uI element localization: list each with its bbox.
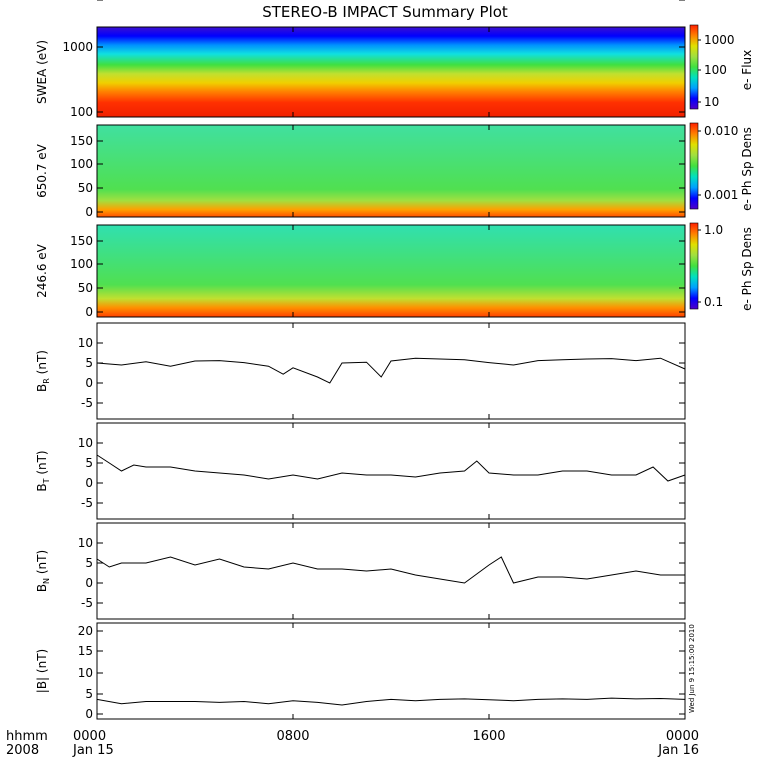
panel-frame — [96, 322, 686, 420]
y-axis-label: BT (nT) — [35, 450, 51, 491]
y-tick-label: -10 — [73, 0, 93, 3]
colorbar-label: e- Ph Sp Dens — [740, 127, 754, 211]
panel-2: 0.010 0.001 e- Ph Sp Dens 150 100 50 0 650.7 eV — [35, 122, 754, 219]
panel-frame — [96, 622, 686, 720]
y-tick-label: -5 — [81, 396, 93, 410]
y-tick-label: -10 — [73, 0, 93, 3]
spectrogram — [97, 27, 685, 117]
colorbar-tick-label: 0.001 — [704, 188, 738, 202]
y-axis-label: |B| (nT) — [35, 649, 49, 693]
y-tick-label: 20 — [78, 624, 93, 638]
y-tick-label: 150 — [70, 134, 93, 148]
y-tick-label: 0 — [85, 376, 93, 390]
y-tick-label: 0 — [85, 305, 93, 319]
panel-7: 20 15 10 5 0 |B| (nT) — [35, 622, 686, 721]
panel-frame — [96, 26, 686, 118]
y-tick-label: 0 — [85, 205, 93, 219]
colorbar — [689, 24, 699, 110]
y-tick-label: 5 — [85, 556, 93, 570]
y-axis-label: BN (nT) — [35, 550, 51, 592]
spectrogram — [97, 125, 685, 217]
footer-hhmm: hhmm — [6, 729, 48, 744]
y-tick-label: -10 — [73, 0, 93, 3]
colorbar-tick-label: 100 — [704, 63, 727, 77]
colorbar-label: e- Flux — [740, 50, 754, 90]
series-line — [96, 556, 685, 584]
y-tick-label: 0 — [85, 576, 93, 590]
y-tick-label: 0 — [85, 476, 93, 490]
footer-date-end: Jan 16 — [657, 743, 699, 758]
y-tick-label: 100 — [70, 105, 93, 119]
plot-title: STEREO-B IMPACT Summary Plot — [262, 3, 508, 21]
y-tick-label: -5 — [81, 496, 93, 510]
colorbar-tick-label: 1000 — [704, 33, 735, 47]
y-tick-label: 50 — [78, 281, 93, 295]
y-tick-label: 0 — [85, 707, 93, 721]
y-tick-label: 10 — [78, 666, 93, 680]
panel-1: 1000 100 10 e- Flux 1000 100 SWEA (eV) — [35, 24, 754, 119]
colorbar-tick-label: 10 — [704, 95, 719, 109]
colorbar-label: e- Ph Sp Dens — [740, 227, 754, 311]
panel-frame — [96, 124, 686, 218]
y-tick-label: -5 — [81, 596, 93, 610]
y-tick-label: 150 — [70, 234, 93, 248]
series-line — [96, 454, 686, 482]
x-tick-label: 1600 — [472, 729, 505, 744]
colorbar — [689, 122, 699, 210]
y-tick-label: 100 — [70, 257, 93, 271]
colorbar — [689, 222, 699, 310]
y-tick-label: 10 — [78, 336, 93, 350]
series-line — [96, 357, 686, 384]
colorbar-tick-label: 0.1 — [704, 295, 723, 309]
colorbar-tick-label: 0.010 — [704, 124, 738, 138]
y-tick-label: 5 — [85, 456, 93, 470]
y-axis-label: BR (nT) — [35, 350, 51, 392]
y-tick-label: 1000 — [62, 40, 93, 54]
y-axis-label: SWEA (eV) — [35, 40, 49, 104]
y-tick-label: 10 — [78, 436, 93, 450]
time-stamp: Wed Jun 9 15:15:00 2010 — [688, 624, 696, 713]
y-tick-label: 5 — [85, 356, 93, 370]
series-line — [96, 697, 686, 706]
x-tick-label: 0000 — [666, 729, 699, 744]
panel-frame — [96, 224, 686, 318]
y-tick-label: 100 — [70, 157, 93, 171]
y-tick-label: 5 — [85, 687, 93, 701]
y-tick-label: 15 — [78, 644, 93, 658]
x-axis: 0000 0800 1600 0000 — [73, 729, 699, 744]
y-axis-label: 650.7 eV — [35, 143, 49, 198]
y-tick-label: 10 — [78, 536, 93, 550]
x-tick-label: 0000 — [73, 729, 106, 744]
footer-year: 2008 — [6, 743, 39, 758]
spectrogram — [97, 225, 685, 317]
colorbar-tick-label: 1.0 — [704, 223, 723, 237]
footer-date-start: Jan 15 — [72, 743, 114, 758]
y-tick-label: 50 — [78, 181, 93, 195]
x-tick-label: 0800 — [276, 729, 309, 744]
panel-frame — [96, 422, 686, 520]
y-axis-label: 246.6 eV — [35, 243, 49, 298]
panel-frame — [96, 522, 686, 620]
panel-3: 1.0 0.1 e- Ph Sp Dens 150 100 50 0 246.6 eV — [35, 222, 754, 319]
